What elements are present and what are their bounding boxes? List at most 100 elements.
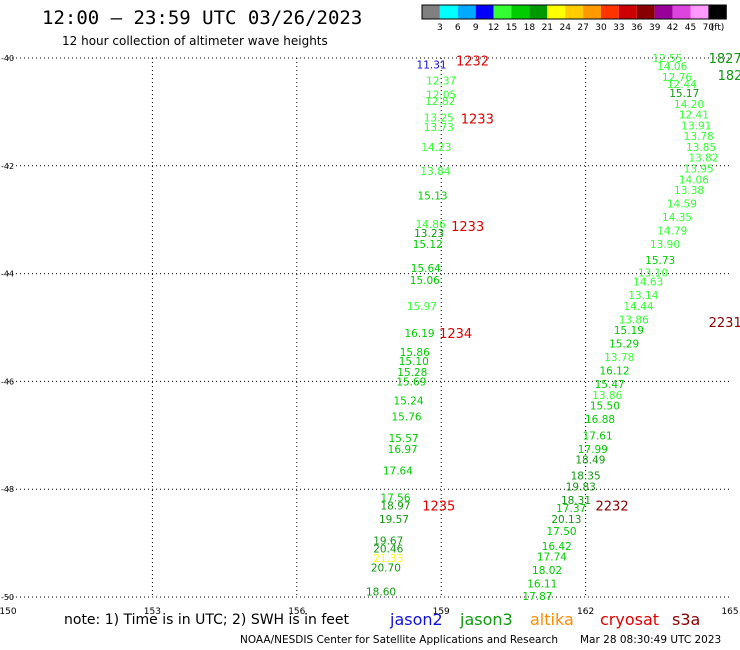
satellite-legend-jason3: jason3 [460,610,513,629]
wave-height-value: 13.23 [414,228,444,240]
wave-height-value: 13.91 [681,120,711,132]
wave-height-value: 15.47 [595,379,625,391]
color-scale-tick-label: 21 [542,23,553,33]
satellite-legend-s3a: s3a [672,610,701,629]
wave-height-value: 13.78 [684,131,714,143]
wave-height-value: 18.35 [571,471,601,483]
wave-height-value: 13.82 [688,153,718,165]
wave-height-value: 17.50 [547,526,577,538]
wave-height-value: 15.29 [609,339,639,351]
x-tick-label: 165 [721,607,738,617]
wave-height-value: 13.14 [628,290,658,302]
x-tick-label: 150 [0,607,17,617]
wave-height-value: 15.06 [410,275,440,287]
wave-height-value: 17.37 [556,503,586,515]
chart-grid [8,57,730,598]
wave-height-value: 12.05 [426,90,456,102]
wave-height-value: 12.82 [425,96,455,108]
x-tick-label: 162 [577,607,594,617]
wave-height-value: 14.35 [662,212,692,224]
time-label: 2231 [709,316,740,331]
wave-height-value: 15.86 [400,347,430,359]
color-scale-tick-label: 18 [524,23,536,33]
color-scale-tick-label: 42 [667,23,678,33]
wave-height-value: 19.57 [379,514,409,526]
wave-height-value: 15.24 [393,395,423,407]
color-scale-swatch [547,5,566,19]
color-scale-tick-label: 33 [613,23,624,33]
wave-height-value: 13.85 [686,142,716,154]
y-tick-label: -40 [1,54,14,63]
color-scale-tick-label: 15 [506,23,517,33]
wave-height-value: 20.46 [373,543,403,555]
color-scale-unit-label: (ft) [711,23,725,33]
wave-height-value: 19.67 [373,535,403,547]
x-tick-label: 153 [144,607,161,617]
wave-height-value: 13.86 [592,390,622,402]
y-tick-label: -42 [1,162,14,171]
chart-title: 12:00 – 23:59 UTC 03/26/2023 [42,7,363,29]
wave-height-value: 17.64 [383,465,413,477]
color-scale-swatch [672,5,691,19]
time-label: 1235 [422,499,455,514]
wave-height-value: 15.57 [389,433,419,445]
wave-height-value: 13.38 [674,185,704,197]
color-scale-swatch [690,5,709,19]
color-scale-swatch [457,5,476,19]
y-tick-label: -50 [1,593,14,602]
x-tick-label: 156 [288,607,305,617]
color-scale-swatch [422,5,440,19]
color-scale-tick-label: 39 [649,23,661,33]
color-scale-tick-label: 36 [631,23,643,33]
color-scale-swatch [475,5,494,19]
wave-height-value: 19.83 [566,482,596,494]
wave-height-value: 16.42 [542,541,572,553]
wave-height-value: 16.11 [527,579,557,591]
wave-height-value: 17.74 [537,552,567,564]
color-scale-swatch [654,5,673,19]
color-scale-swatch [708,5,727,19]
wave-height-value: 14.59 [667,199,697,211]
color-scale-tick-label: 27 [577,23,588,33]
color-scale-tick-label: 70 [703,23,715,33]
satellite-legend-altika: altika [530,610,574,629]
swh-color-scale-legend: 3 6 9 12 15 18 21 24 27 30 33 36 39 42 45 70(ft) [421,4,727,33]
wave-height-value: 12.37 [426,76,456,88]
color-scale-tick-label: 12 [488,23,499,33]
footer-note: note: 1) Time is in UTC; 2) SWH is in fe… [64,612,350,628]
wave-height-value: 13.73 [424,122,454,134]
wave-height-value: 20.13 [551,514,581,526]
wave-height-value: 16.12 [599,366,629,378]
chart-subtitle: 12 hour collection of altimeter wave hei… [62,34,328,48]
wave-height-value: 14.06 [679,174,709,186]
wave-height-value: 12.76 [662,72,692,84]
wave-height-value: 20.70 [371,562,401,574]
generated-timestamp: Mar 28 08:30:49 UTC 2023 [580,634,722,646]
y-tick-label: -44 [1,270,14,279]
time-label: 1234 [439,327,472,342]
color-scale-tick-label: 30 [595,23,607,33]
satellite-legend-cryosat: cryosat [600,610,660,629]
wave-height-value: 17.87 [522,591,552,603]
color-scale-swatch [565,5,584,19]
wave-height-value: 16.97 [388,444,418,456]
color-scale-tick-label: 24 [559,23,571,33]
color-scale-tick-label: 45 [685,23,696,33]
wave-height-value: 13.86 [619,314,649,326]
time-label: 2232 [596,499,629,514]
color-scale-frame [421,4,727,20]
wave-height-value: 18.97 [380,500,410,512]
color-scale-swatch [636,5,655,19]
color-scale-swatch [511,5,530,19]
color-scale-tick-label: 9 [473,23,479,33]
wave-height-value: 14.23 [421,142,451,154]
color-scale-swatch [529,5,548,19]
wave-height-value: 15.12 [413,239,443,251]
wave-height-value: 13.95 [684,163,714,175]
wave-height-value: 15.13 [418,190,448,202]
color-scale-swatch [601,5,619,19]
wave-height-value: 18.02 [532,565,562,577]
wave-height-value: 13.10 [638,268,668,280]
time-label: 182 [718,69,740,84]
